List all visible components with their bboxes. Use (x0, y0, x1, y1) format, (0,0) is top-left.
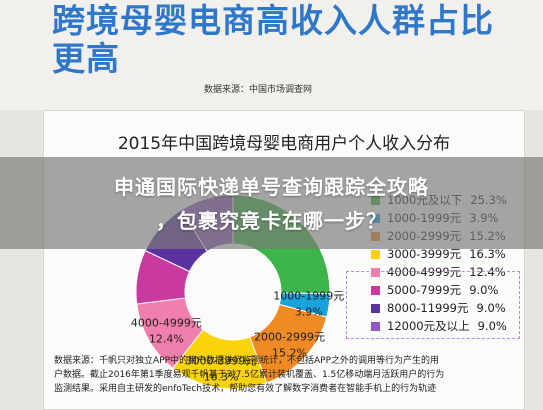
notes-line-3: 监测结果。采用自主研发的enfoTech技术，帮助您有效了解数字消费者在智能手机… (54, 384, 437, 394)
legend-value-4: 16.3% (469, 247, 506, 261)
legend-item-7: 8000-11999元 9.0% (371, 299, 506, 317)
legend-label-6: 5000-7999元 (387, 283, 462, 297)
slice-label-4: 3000-3999元 (186, 355, 257, 368)
chart-card: 2015年中国跨境母婴电商用户个人收入分布 1000-1999元 3.9% 2000… (43, 110, 525, 410)
data-notes: 数据来源：千帆只对独立APP中的用户数据进行监测统计，不包括APP之外的调用等行… (54, 354, 522, 396)
legend-label-4: 3000-3999元 (387, 247, 462, 261)
legend-item-8: 12000元及以上 9.0% (371, 317, 507, 335)
legend-value-5: 12.4% (469, 265, 506, 279)
chart-title: 2015年中国跨境母婴电商用户个人收入分布 (117, 134, 451, 154)
overlay-title-line-2: ，包裹究竟卡在哪一步？ (156, 209, 387, 233)
legend-item-6: 5000-7999元 9.0% (371, 281, 498, 299)
source-note-top: 数据来源：中国市场调查网 (204, 85, 313, 95)
slice-label-5: 4000-4999元 (131, 317, 202, 330)
legend-label-8: 12000元及以上 (387, 319, 470, 333)
legend-swatch-4 (371, 249, 380, 259)
highlight-box (346, 271, 520, 339)
legend-swatch-7 (371, 303, 380, 313)
slice-label-3: 2000-2999元 (254, 331, 325, 344)
overlay-title-line-1: 申通国际快递单号查询跟踪全攻略 (114, 175, 429, 199)
slice-value-3: 15.2% (272, 347, 307, 360)
legend-label-7: 8000-11999元 (387, 301, 469, 315)
legend-value-6: 9.0% (469, 283, 499, 297)
slice-value-4: 16.3% (204, 371, 239, 384)
legend-value-8: 9.0% (477, 319, 507, 333)
slice-label-2: 1000-1999元 (273, 290, 344, 303)
legend-value-7: 9.0% (476, 301, 506, 315)
legend-label-5: 4000-4999元 (387, 265, 462, 279)
slice-value-5: 12.4% (149, 333, 184, 346)
notes-line-2: 户数据。截止2016年第1季度易观千帆基于对7.5亿累计装机覆盖、1.5亿移动端… (54, 370, 445, 380)
caption-overlay (0, 157, 543, 249)
legend-swatch-8 (371, 321, 380, 331)
notes-line-1: 数据来源：千帆只对独立APP中的用户数据进行监测统计，不包括APP之外的调用等行… (54, 356, 440, 366)
legend-swatch-5 (371, 267, 380, 277)
legend-swatch-6 (371, 285, 380, 295)
article-header: 跨境母婴电商高收入人群占比更高 数据来源：中国市场调查网 (0, 0, 543, 110)
slice-value-2: 3.9% (295, 306, 323, 319)
legend-item-5: 4000-4999元 12.4% (371, 263, 506, 281)
article-headline: 跨境母婴电商高收入人群占比更高 (52, 1, 494, 78)
legend-item-4: 3000-3999元 16.3% (371, 245, 506, 263)
